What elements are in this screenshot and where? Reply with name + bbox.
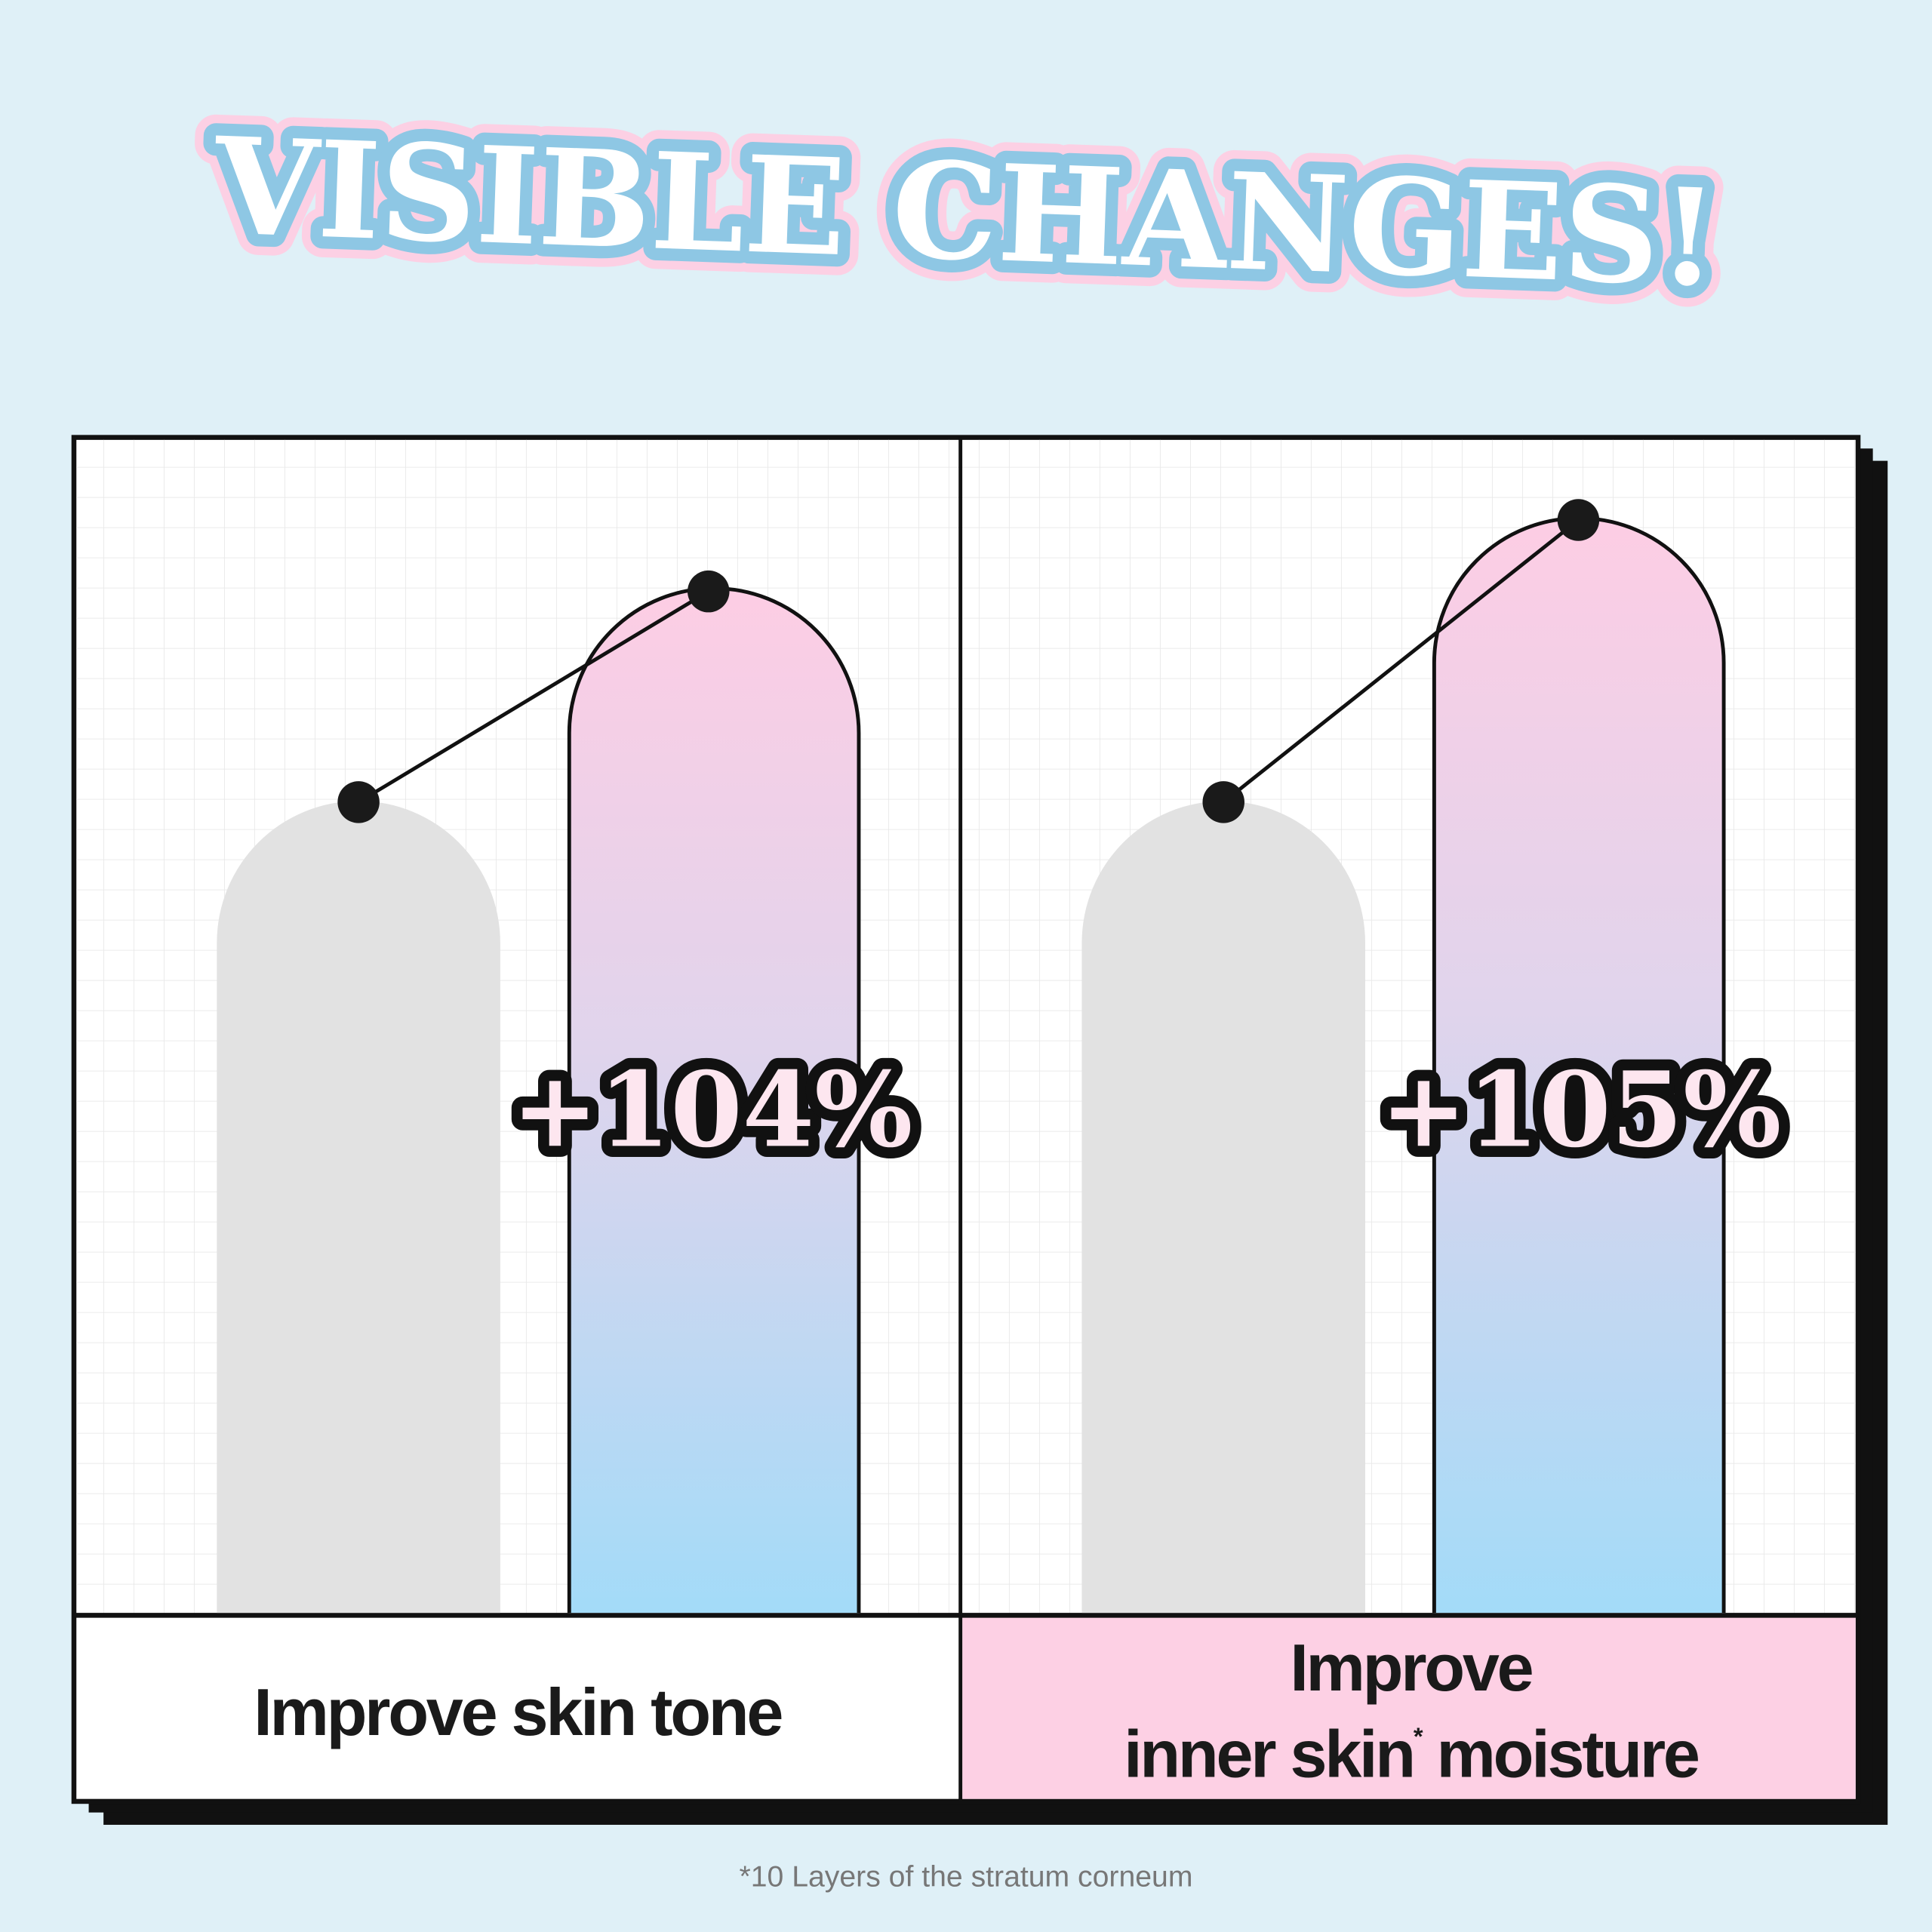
dot: [337, 781, 380, 823]
before-bar: [1081, 801, 1365, 1614]
dot: [1557, 499, 1600, 541]
footnote: *10 Layers of the stratum corneum: [740, 1861, 1193, 1894]
trend-line: [1222, 518, 1580, 804]
label-part: inner skin: [1124, 1716, 1414, 1791]
dot: [688, 570, 730, 613]
before-bar: [217, 801, 500, 1614]
value-label: +104%: [512, 1049, 912, 1171]
trend-line: [357, 589, 710, 804]
panel-label: Improve skin tone: [254, 1675, 782, 1749]
label-cell: [962, 1617, 1856, 1799]
panel-label: Improve: [1290, 1630, 1532, 1705]
label-part: moisture: [1420, 1716, 1699, 1791]
value-outline: +105%: [1380, 1049, 1781, 1171]
panel-label: inner skin* moisture: [1124, 1716, 1699, 1791]
dot: [1202, 781, 1244, 823]
value-outline: +104%: [512, 1049, 912, 1171]
value-label: +105%: [1380, 1049, 1781, 1171]
